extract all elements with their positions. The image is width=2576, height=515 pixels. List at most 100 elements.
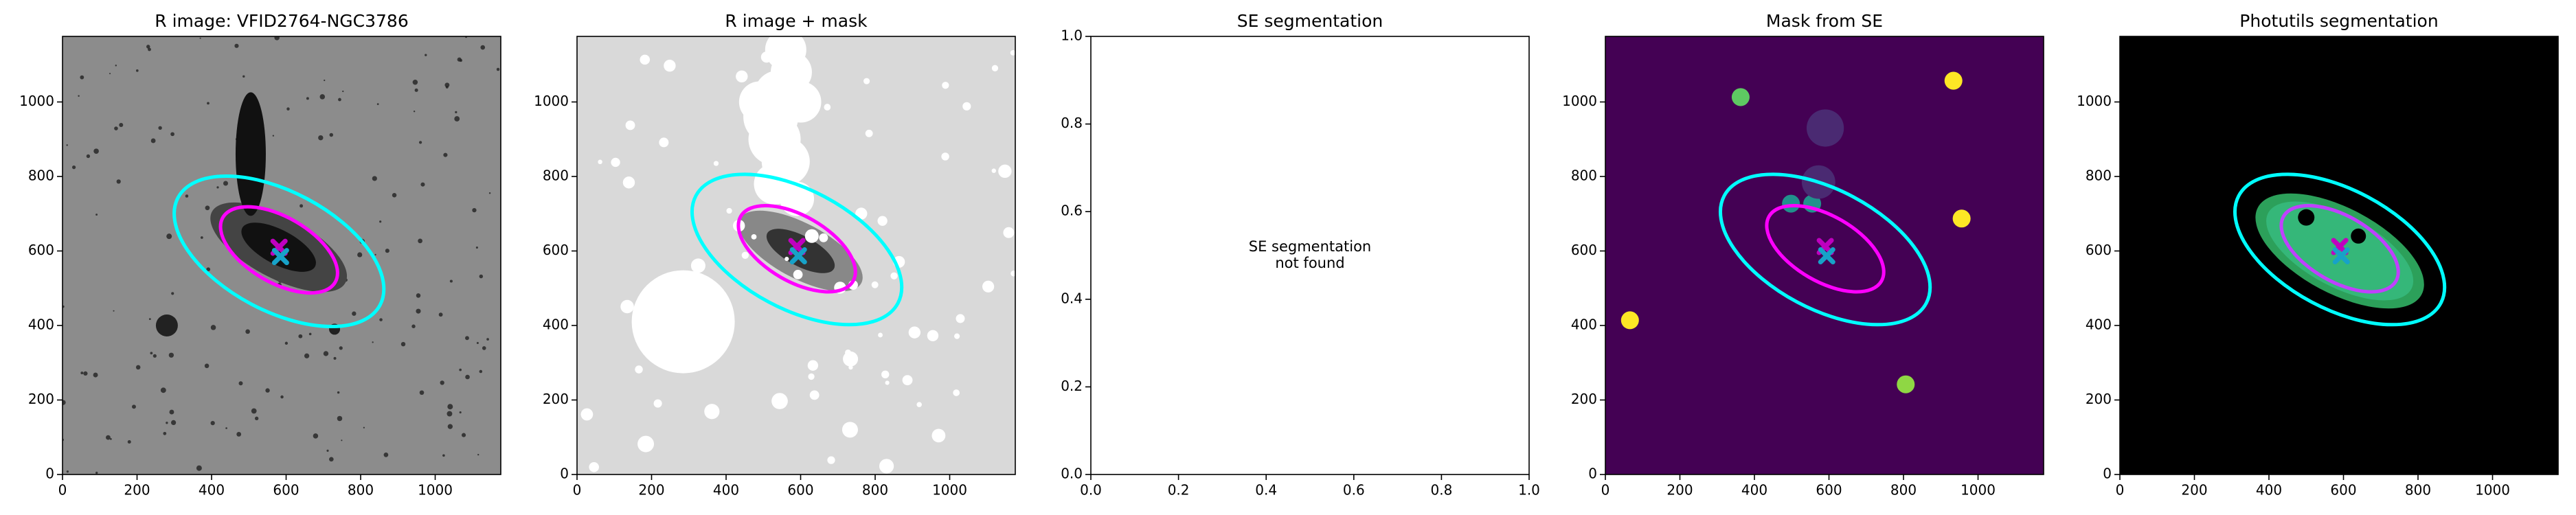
mask-blob: [954, 333, 960, 339]
x-tick-label: 800: [862, 482, 888, 499]
star: [280, 395, 284, 399]
panel-title: Photutils segmentation: [2239, 11, 2438, 31]
y-tick-label: 0.2: [1061, 378, 1083, 394]
y-tick-label: 0.8: [1061, 115, 1083, 131]
x-tick-label: 0.2: [1168, 482, 1190, 499]
axes-frame: [2119, 36, 2559, 475]
mask-blob: [598, 159, 602, 165]
panel-title: R image + mask: [725, 11, 868, 31]
x-tick-label: 200: [638, 482, 664, 499]
y-tick-label: 0.6: [1061, 203, 1083, 219]
star: [71, 165, 76, 170]
mask-blob: [808, 373, 815, 380]
mask-blob: [879, 459, 894, 474]
annotation: not found: [1275, 255, 1344, 271]
mask-blob: [580, 408, 594, 421]
star: [482, 346, 486, 350]
x-tick-label: 600: [2330, 482, 2356, 499]
y-tick-label: 400: [543, 316, 569, 332]
star: [419, 390, 425, 396]
y-tick-label: 0.0: [1061, 466, 1083, 482]
x-tick-label: 0: [1601, 482, 1610, 499]
star: [171, 292, 174, 295]
star: [385, 249, 389, 253]
star: [329, 457, 334, 462]
mask-blob: [841, 422, 858, 438]
star: [379, 318, 383, 321]
star: [341, 439, 343, 442]
mask-blob: [1010, 271, 1015, 277]
y-tick-label: 600: [28, 242, 54, 258]
x-tick-label: 400: [199, 482, 225, 499]
star: [148, 47, 151, 52]
star: [457, 57, 462, 62]
star: [93, 372, 98, 378]
star: [459, 368, 462, 371]
y-tick-label: 1000: [2077, 93, 2112, 109]
mask-blob: [713, 161, 719, 166]
star: [449, 279, 453, 283]
mask-blob: [931, 428, 946, 443]
x-tick-label: 400: [2256, 482, 2282, 499]
star: [465, 336, 469, 341]
star: [135, 365, 141, 370]
y-tick-label: 200: [2086, 391, 2112, 407]
mask-blob: [807, 360, 819, 371]
star: [479, 274, 484, 279]
mask-circle: [1952, 209, 1971, 228]
star: [416, 308, 421, 314]
ellipse: [172, 174, 386, 329]
y-tick-label: 400: [2086, 316, 2112, 332]
star: [319, 94, 326, 100]
panel: R image + mask 0 200 400 600 800 1000 0 200 400 60…: [534, 11, 1016, 499]
star: [333, 356, 337, 360]
star: [300, 204, 304, 208]
star: [131, 404, 136, 409]
mask-blob: [982, 280, 995, 293]
star: [83, 371, 88, 376]
mask-blob: [991, 168, 997, 173]
x-tick-label: 200: [2181, 482, 2207, 499]
mask-blob: [664, 59, 676, 72]
mask-blob: [704, 404, 720, 420]
mask-blob: [998, 164, 1012, 179]
mask-blob: [625, 120, 635, 130]
plot-background: [1091, 36, 1529, 474]
star: [225, 427, 227, 429]
y-tick-label: 800: [1571, 167, 1597, 183]
star: [251, 408, 257, 414]
y-tick-label: 600: [1571, 242, 1597, 258]
x-tick-label: 1000: [932, 482, 967, 499]
mask-blob: [865, 129, 873, 137]
star: [413, 111, 416, 113]
star: [479, 369, 483, 374]
star: [210, 325, 216, 330]
star: [135, 69, 139, 72]
mask-blob: [871, 281, 879, 288]
streak: [235, 92, 266, 216]
y-tick-label: 0: [2103, 466, 2112, 482]
star: [475, 247, 478, 249]
mask-circle: [1944, 71, 1963, 90]
y-tick-label: 1000: [1562, 93, 1597, 109]
star: [379, 220, 382, 223]
star: [274, 36, 280, 41]
star: [196, 465, 202, 471]
star: [206, 267, 211, 272]
mask-blob: [631, 270, 735, 374]
ellipse: [690, 172, 904, 327]
mask-blob: [589, 461, 600, 472]
x-tick-label: 0.4: [1255, 482, 1277, 499]
axes-frame: [62, 36, 501, 475]
star: [372, 341, 374, 343]
star: [306, 97, 309, 100]
star: [462, 433, 466, 437]
star: [455, 111, 457, 113]
star: [447, 411, 453, 417]
star: [442, 454, 445, 457]
x-tick-label: 400: [713, 482, 739, 499]
star: [210, 421, 215, 426]
mask-blob: [659, 137, 669, 148]
star: [170, 132, 174, 137]
